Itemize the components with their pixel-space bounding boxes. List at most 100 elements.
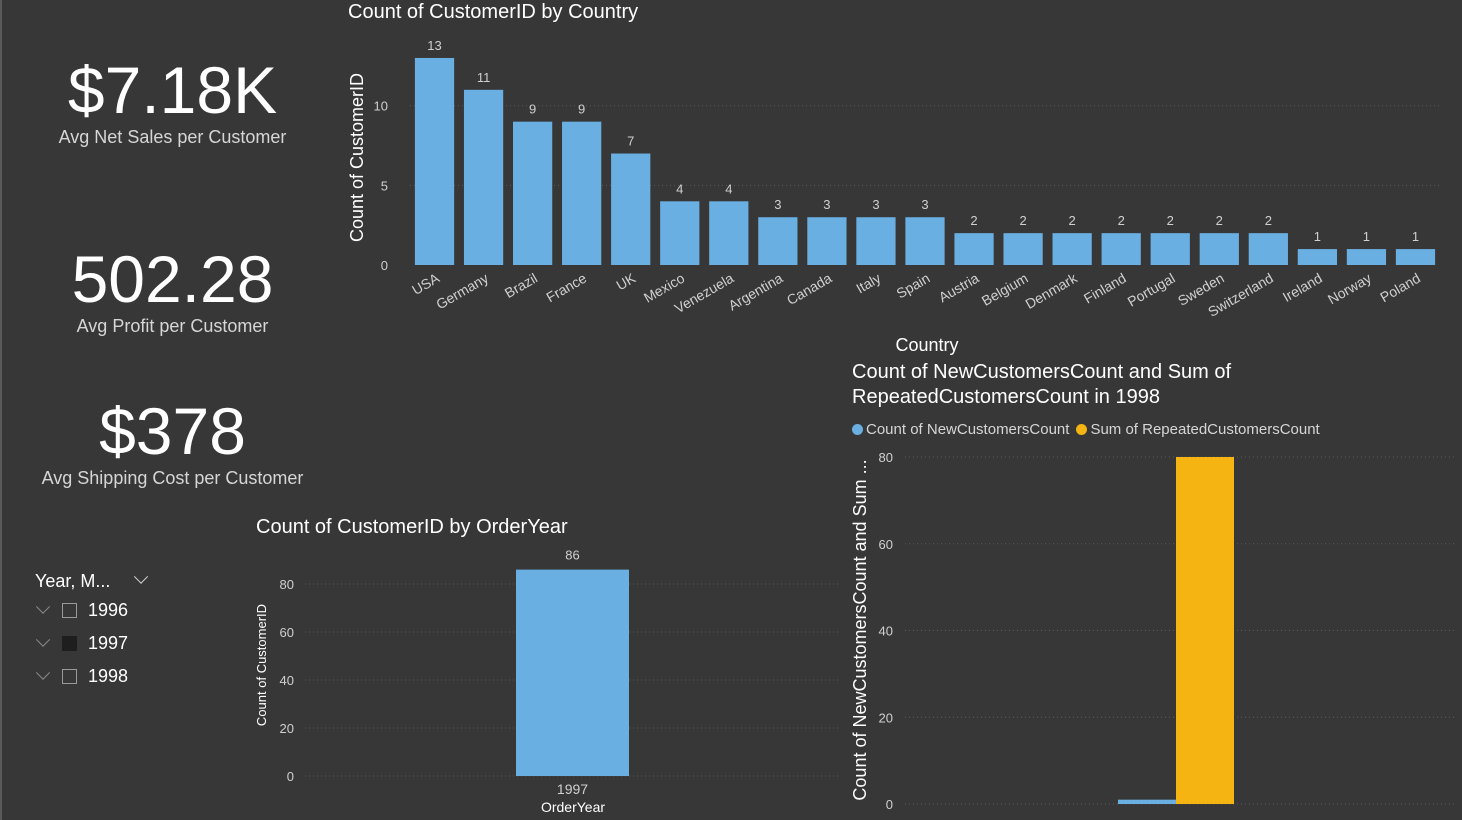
x-tick-label: 1997: [557, 781, 588, 797]
year-month-slicer: Year, M... 1996 1997 1998: [35, 568, 235, 693]
y-axis-label: Count of NewCustomersCount and Sum ...: [850, 459, 870, 800]
kpi-card-shipping: $378 Avg Shipping Cost per Customer: [20, 398, 325, 489]
expand-chevron-icon[interactable]: [35, 599, 51, 614]
data-label: 3: [774, 197, 781, 212]
kpi-label: Avg Shipping Cost per Customer: [41, 468, 304, 488]
data-label: 1: [1363, 229, 1370, 244]
slicer-item-1997[interactable]: 1997: [35, 627, 235, 660]
slicer-header[interactable]: Year, M...: [35, 568, 235, 594]
slicer-item-1998[interactable]: 1998: [35, 660, 235, 693]
x-tick-label: Norway: [1325, 270, 1374, 308]
bar: [905, 217, 945, 265]
kpi-card-profit: 502.28 Avg Profit per Customer: [20, 246, 325, 337]
data-label: 1: [1314, 229, 1321, 244]
kpi-label: Avg Net Sales per Customer: [58, 127, 287, 147]
x-tick-label: Switzerland: [1205, 270, 1276, 320]
checkbox[interactable]: [62, 669, 77, 684]
data-label: 4: [676, 181, 683, 196]
x-tick-label: Italy: [853, 270, 883, 297]
legend-dot-icon: [1076, 424, 1088, 435]
checkbox[interactable]: [62, 603, 77, 618]
data-label: 2: [1216, 213, 1223, 228]
data-label: 9: [578, 102, 585, 117]
data-label: 86: [565, 548, 579, 563]
x-axis-label: OrderYear: [541, 799, 605, 815]
slicer-item-label: 1996: [88, 600, 129, 620]
expand-chevron-icon[interactable]: [35, 665, 51, 680]
x-tick-label: Ireland: [1280, 270, 1325, 305]
x-tick-label: Germany: [433, 270, 491, 313]
bar: [856, 217, 896, 265]
slicer-title: Year, M...: [35, 570, 111, 591]
x-tick-label: Finland: [1081, 270, 1129, 307]
bar: [562, 121, 602, 266]
bar: [758, 217, 798, 265]
bar: [1176, 457, 1234, 804]
bar: [1118, 799, 1176, 804]
data-label: 3: [823, 197, 830, 212]
bar: [954, 233, 994, 265]
x-tick-label: Spain: [893, 270, 932, 302]
bar: [414, 57, 455, 265]
x-tick-label: USA: [409, 269, 443, 298]
legend-label: Sum of RepeatedCustomersCount: [1090, 421, 1320, 438]
data-label: 11: [477, 70, 491, 85]
data-label: 1: [1412, 229, 1419, 244]
kpi-value: 502.28: [71, 242, 274, 316]
data-label: 4: [725, 181, 732, 196]
x-tick-label: Argentina: [725, 270, 785, 314]
slicer-item-label: 1998: [88, 666, 129, 686]
kpi-card-net-sales: $7.18K Avg Net Sales per Customer: [20, 57, 325, 148]
legend-label: Count of NewCustomersCount: [866, 421, 1070, 438]
x-tick-label: Denmark: [1022, 269, 1080, 312]
frame-edge: [0, 0, 2, 820]
slicer-item-1996[interactable]: 1996: [35, 594, 235, 627]
x-tick-label: Brazil: [502, 270, 540, 301]
kpi-value: $378: [99, 394, 246, 468]
bar: [1297, 249, 1337, 265]
x-tick-label: Canada: [784, 270, 835, 308]
data-label: 2: [1069, 213, 1076, 228]
checkbox[interactable]: [62, 636, 77, 651]
bar: [1199, 233, 1239, 265]
orderyear-chart-title: Count of CustomerID by OrderYear: [256, 516, 568, 538]
y-tick-label: 0: [381, 258, 388, 273]
x-tick-label: Mexico: [641, 270, 688, 306]
x-tick-label: UK: [613, 269, 638, 293]
legend-dot-icon: [852, 424, 863, 435]
bar: [516, 569, 629, 776]
expand-chevron-icon[interactable]: [35, 632, 51, 647]
country-chart-title: Count of CustomerID by Country: [348, 1, 639, 23]
y-axis-label: Count of CustomerID: [254, 604, 269, 726]
x-tick-label: Austria: [936, 270, 982, 306]
legend-item-repeated[interactable]: Sum of RepeatedCustomersCount: [1076, 421, 1320, 438]
y-tick-label: 80: [879, 450, 893, 465]
customers-1998-chart-title: Count of NewCustomersCount and Sum of Re…: [852, 361, 1232, 408]
slicer-item-label: 1997: [88, 633, 129, 653]
bar: [1052, 233, 1092, 265]
y-tick-label: 80: [280, 577, 294, 592]
y-tick-label: 0: [287, 769, 294, 784]
x-tick-label: France: [543, 270, 589, 306]
y-tick-label: 60: [280, 625, 294, 640]
y-tick-label: 10: [374, 99, 388, 114]
bar: [463, 89, 504, 265]
x-tick-label: Poland: [1377, 270, 1423, 306]
x-tick-label: Sweden: [1175, 270, 1227, 309]
y-tick-label: 60: [879, 537, 893, 552]
data-label: 7: [627, 134, 634, 149]
data-label: 2: [1118, 213, 1125, 228]
y-axis-label: Count of CustomerID: [347, 73, 367, 242]
chevron-down-icon[interactable]: [134, 569, 149, 584]
kpi-label: Avg Profit per Customer: [76, 316, 269, 336]
x-axis-label: Country: [895, 335, 958, 355]
y-tick-label: 20: [280, 721, 294, 736]
x-tick-label: Portugal: [1125, 270, 1178, 310]
data-label: 13: [427, 38, 441, 53]
chart-legend: Count of NewCustomersCount Sum of Repeat…: [852, 421, 1327, 438]
bar: [513, 121, 553, 266]
data-label: 2: [1167, 213, 1174, 228]
bar: [1395, 249, 1436, 265]
legend-item-new[interactable]: Count of NewCustomersCount: [852, 421, 1069, 438]
bar: [660, 201, 700, 265]
